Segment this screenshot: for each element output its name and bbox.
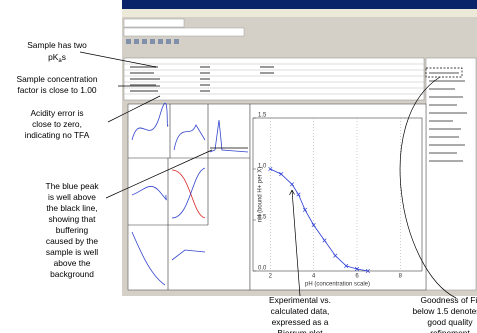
text-part: s (62, 52, 66, 62)
page: 24680.00.51.01.5pH (concentration scale)… (0, 0, 477, 333)
annotation-line: good quality (427, 317, 473, 327)
annotation-line: Sample concentration (16, 74, 97, 84)
annotation-line: sample is well (46, 247, 98, 257)
annotation-line: The blue peak (45, 181, 99, 191)
y-tick-label: 0.0 (258, 266, 267, 272)
menu-bar (122, 9, 477, 17)
annotation-line: refinement (430, 328, 470, 333)
tab (124, 19, 184, 27)
annotation-line: factor is close to 1.00 (17, 85, 96, 95)
annotation-line: showing that (48, 214, 96, 224)
annotation-line: buffering (56, 225, 89, 235)
y-tick-label: 1.5 (258, 113, 267, 119)
annotation-line: calculated data, (271, 306, 330, 316)
annotation-line: Acidity error is (30, 108, 83, 118)
annotation: Sample has two pKas (27, 40, 87, 63)
annotation-line: is well above (48, 192, 96, 202)
annotation-line: background (50, 269, 94, 279)
annotation-line: indicating no TFA (25, 130, 90, 140)
annotation-line: below 1.5 denotes a (413, 306, 477, 316)
annotation-line: pKas (48, 52, 66, 63)
fit-list (426, 58, 476, 290)
annotation-line: Bjerrum plot (277, 328, 323, 333)
annotation-line: close to zero, (32, 119, 82, 129)
annotation-line: above the (54, 258, 91, 268)
doc-tab (124, 28, 244, 36)
annotation-line: expressed as a (272, 317, 329, 327)
annotation-line: Sample has two (27, 40, 87, 50)
annotation-line: Experimental vs. (269, 295, 331, 305)
results-table (124, 58, 424, 100)
annotation-line: the black line, (46, 203, 97, 213)
plot-pane (250, 104, 426, 290)
text-part: pK (48, 52, 59, 62)
x-axis-label: pH (concentration scale) (305, 282, 370, 288)
annotation-line: caused by the (46, 236, 98, 246)
annotation-line: Goodness of Fit (420, 295, 477, 305)
y-axis-label: nH (bound H+ per X) (258, 167, 264, 223)
title-bar (122, 0, 477, 9)
